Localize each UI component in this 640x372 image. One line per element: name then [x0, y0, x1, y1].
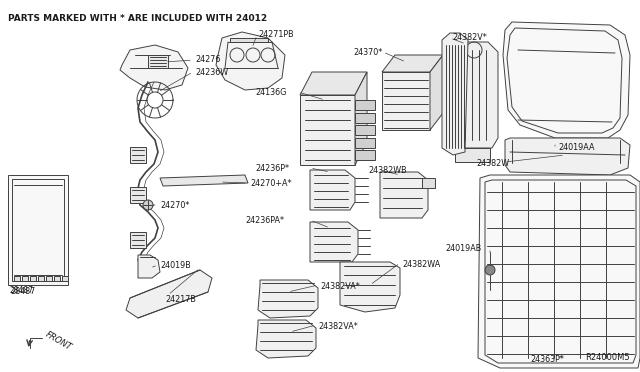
- Polygon shape: [258, 280, 318, 318]
- Polygon shape: [300, 72, 367, 95]
- Text: 24136G: 24136G: [255, 88, 286, 97]
- Text: 28487: 28487: [10, 286, 34, 295]
- Polygon shape: [256, 320, 316, 358]
- Polygon shape: [310, 222, 358, 262]
- Polygon shape: [8, 175, 68, 285]
- Polygon shape: [148, 55, 168, 68]
- Text: 24270+A*: 24270+A*: [250, 179, 291, 188]
- Polygon shape: [126, 270, 212, 318]
- Text: 28487: 28487: [10, 287, 35, 296]
- Text: 24276: 24276: [195, 55, 220, 64]
- Text: 24271PB: 24271PB: [258, 30, 294, 39]
- Polygon shape: [216, 32, 285, 90]
- Text: 24382VA*: 24382VA*: [318, 322, 358, 331]
- Polygon shape: [310, 170, 355, 210]
- Text: 24236P*: 24236P*: [255, 164, 289, 173]
- Text: 24236PA*: 24236PA*: [245, 216, 284, 225]
- Polygon shape: [382, 72, 430, 130]
- Text: 24363P*: 24363P*: [530, 355, 564, 364]
- Circle shape: [550, 140, 560, 150]
- Polygon shape: [46, 276, 52, 281]
- Polygon shape: [355, 138, 375, 148]
- Polygon shape: [355, 150, 375, 160]
- Text: FRONT: FRONT: [44, 330, 74, 352]
- Polygon shape: [382, 55, 443, 72]
- Text: 24236W: 24236W: [195, 68, 228, 77]
- Text: 24019AB: 24019AB: [445, 244, 481, 253]
- Polygon shape: [230, 38, 268, 42]
- Polygon shape: [505, 138, 630, 175]
- Circle shape: [143, 200, 153, 210]
- Text: 24019AA: 24019AA: [558, 143, 595, 152]
- Polygon shape: [430, 55, 443, 130]
- Polygon shape: [120, 45, 188, 90]
- Polygon shape: [355, 72, 367, 165]
- Polygon shape: [300, 95, 355, 165]
- Polygon shape: [442, 33, 468, 155]
- Polygon shape: [450, 42, 498, 148]
- Text: 24217B: 24217B: [165, 295, 196, 304]
- Polygon shape: [138, 255, 160, 278]
- Polygon shape: [62, 276, 68, 281]
- Text: 24382V*: 24382V*: [452, 33, 487, 42]
- Text: 24382VA*: 24382VA*: [320, 282, 360, 291]
- Circle shape: [485, 265, 495, 275]
- Polygon shape: [30, 276, 36, 281]
- Polygon shape: [130, 187, 146, 203]
- Text: 24370*: 24370*: [353, 48, 382, 57]
- Polygon shape: [380, 172, 428, 218]
- Polygon shape: [160, 175, 248, 186]
- Text: 24382WB: 24382WB: [368, 166, 406, 175]
- Polygon shape: [54, 276, 60, 281]
- Polygon shape: [355, 125, 375, 135]
- Polygon shape: [130, 232, 146, 248]
- Polygon shape: [355, 113, 375, 123]
- Text: 24382W: 24382W: [476, 159, 509, 168]
- Polygon shape: [478, 175, 640, 368]
- Polygon shape: [14, 276, 20, 281]
- Text: R24000M5: R24000M5: [586, 353, 630, 362]
- Text: 24382WA: 24382WA: [402, 260, 440, 269]
- Polygon shape: [355, 100, 375, 110]
- Polygon shape: [38, 276, 44, 281]
- Polygon shape: [340, 262, 400, 312]
- Polygon shape: [503, 22, 630, 138]
- Polygon shape: [22, 276, 28, 281]
- Text: 24019B: 24019B: [160, 261, 191, 270]
- Text: 24270*: 24270*: [160, 201, 189, 210]
- Polygon shape: [455, 148, 490, 162]
- Polygon shape: [130, 147, 146, 163]
- Text: PARTS MARKED WITH * ARE INCLUDED WITH 24012: PARTS MARKED WITH * ARE INCLUDED WITH 24…: [8, 14, 267, 23]
- Polygon shape: [422, 178, 435, 188]
